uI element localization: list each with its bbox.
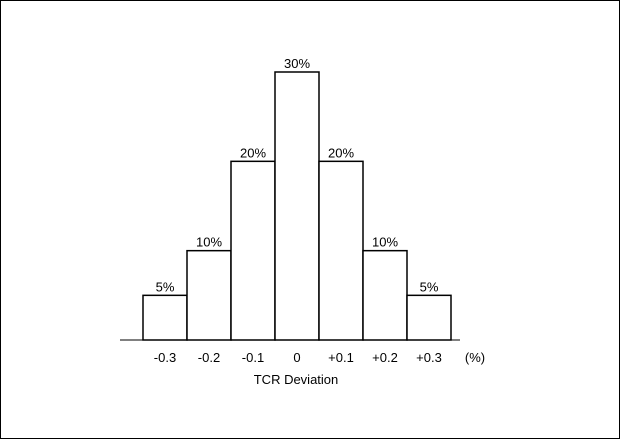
bar-4 — [318, 160, 364, 341]
bar-value-label-1: 10% — [196, 235, 222, 250]
x-tick-label-5: +0.2 — [372, 350, 398, 365]
bar-0 — [142, 294, 188, 341]
x-tick-label-0: -0.3 — [154, 350, 176, 365]
x-axis-title: TCR Deviation — [254, 372, 339, 387]
bar-3 — [274, 71, 320, 341]
bars-group — [142, 71, 452, 341]
bar-value-label-2: 20% — [240, 145, 266, 160]
value-labels-group: 5% 10% 20% 30% 20% 10% 5% — [156, 56, 439, 294]
x-tick-label-6: +0.3 — [416, 350, 442, 365]
bar-2 — [230, 160, 276, 341]
bar-6 — [406, 294, 452, 341]
x-tick-label-1: -0.2 — [198, 350, 220, 365]
x-tick-label-3: 0 — [293, 350, 300, 365]
bar-value-label-6: 5% — [420, 279, 439, 294]
tick-labels-group: -0.3 -0.2 -0.1 0 +0.1 +0.2 +0.3 — [154, 350, 442, 365]
bar-value-label-4: 20% — [328, 145, 354, 160]
x-unit-label: (%) — [465, 350, 485, 365]
bar-value-label-0: 5% — [156, 279, 175, 294]
x-tick-label-4: +0.1 — [328, 350, 354, 365]
bar-value-label-5: 10% — [372, 235, 398, 250]
bar-5 — [362, 249, 408, 341]
x-tick-label-2: -0.1 — [242, 350, 264, 365]
bar-1 — [186, 249, 232, 341]
bar-value-label-3: 30% — [284, 56, 310, 71]
